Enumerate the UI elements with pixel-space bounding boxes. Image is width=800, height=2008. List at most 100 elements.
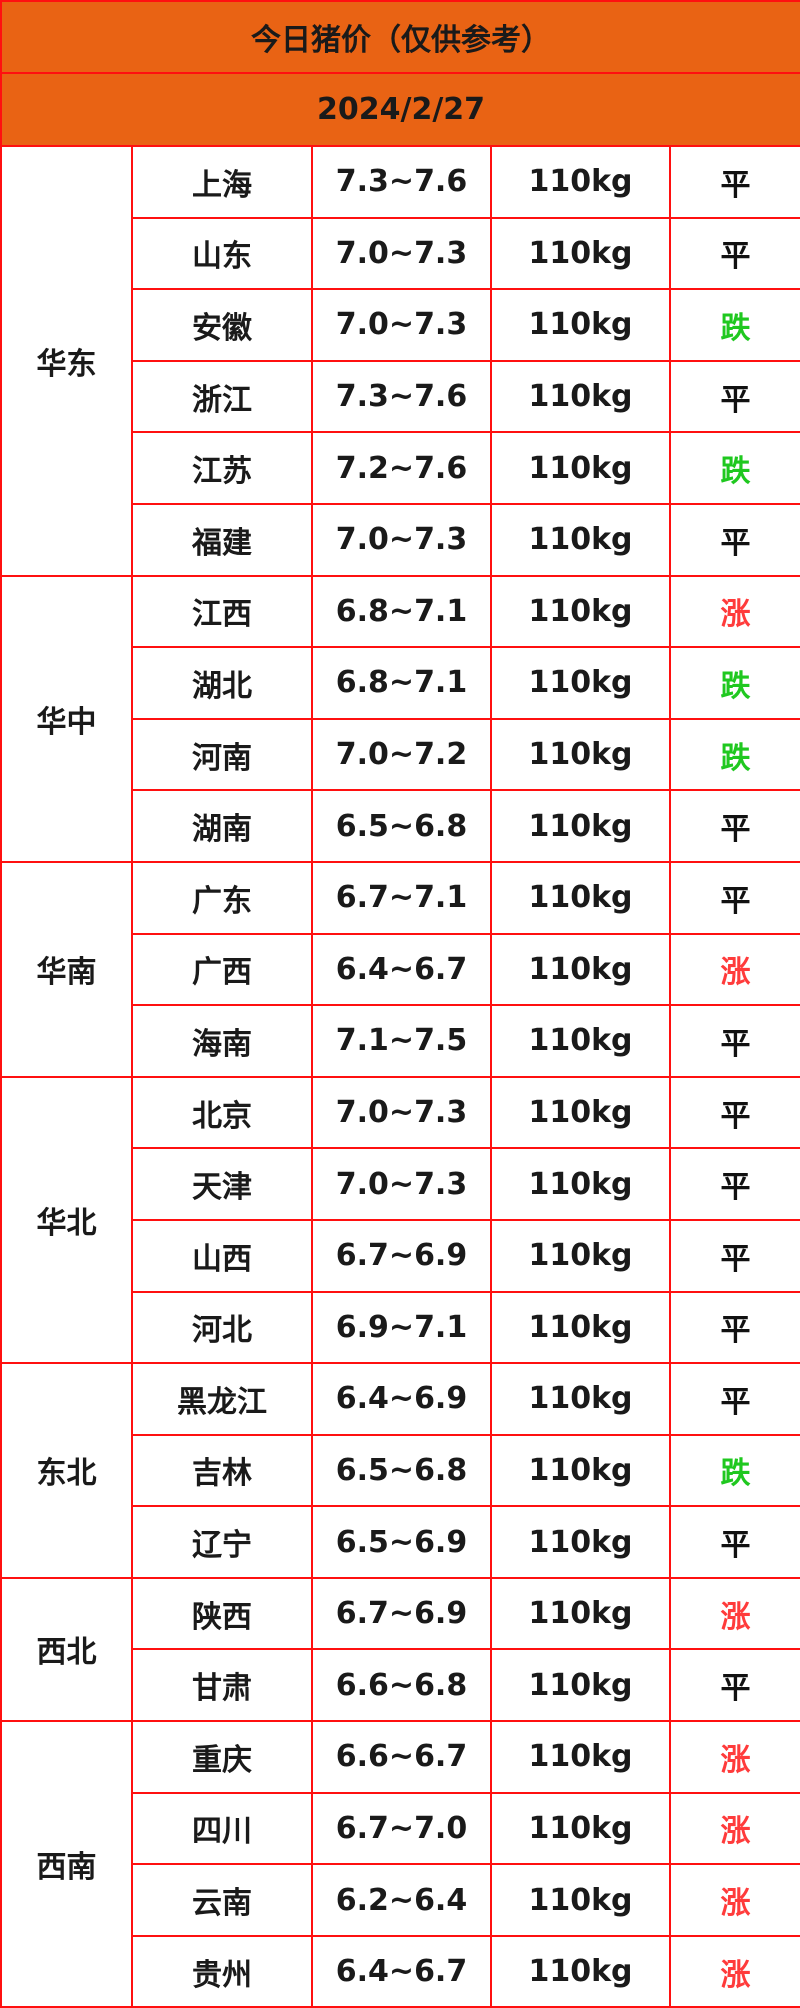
price-cell: 6.2~6.4 bbox=[311, 1863, 492, 1937]
trend-cell: 涨 bbox=[668, 1863, 800, 1937]
weight-cell: 110kg bbox=[490, 1863, 671, 1937]
trend-cell: 跌 bbox=[668, 1433, 800, 1508]
province-cell: 重庆 bbox=[131, 1720, 313, 1794]
weight-cell: 110kg bbox=[490, 359, 671, 434]
trend-cell: 涨 bbox=[668, 1791, 800, 1866]
province-cell: 广东 bbox=[131, 860, 313, 935]
weight-cell: 110kg bbox=[490, 216, 671, 291]
table-row: 华南 广东 6.7~7.1 110kg 平 bbox=[0, 860, 800, 1078]
price-cell: 6.5~6.9 bbox=[311, 1505, 492, 1579]
province-cell: 湖北 bbox=[131, 646, 313, 720]
province-cell: 福建 bbox=[131, 502, 313, 577]
price-cell: 6.9~7.1 bbox=[311, 1290, 492, 1365]
table-date: 2024/2/27 bbox=[0, 72, 800, 147]
province-cell: 贵州 bbox=[131, 1934, 313, 2008]
price-cell: 7.3~7.6 bbox=[311, 145, 492, 219]
province-cell: 山西 bbox=[131, 1218, 313, 1293]
weight-cell: 110kg bbox=[490, 1791, 671, 1866]
price-cell: 6.7~7.0 bbox=[311, 1791, 492, 1866]
province-cell: 江苏 bbox=[131, 431, 313, 505]
trend-cell: 平 bbox=[668, 216, 800, 291]
trend-cell: 涨 bbox=[668, 1576, 800, 1651]
weight-cell: 110kg bbox=[490, 1362, 671, 1436]
weight-cell: 110kg bbox=[490, 574, 671, 649]
table-row: 福建 7.0~7.3 110kg 平 bbox=[1, 502, 800, 577]
province-cell: 天津 bbox=[131, 1147, 313, 1221]
weight-cell: 110kg bbox=[490, 1934, 671, 2008]
province-cell: 云南 bbox=[131, 1863, 313, 1937]
table-row: 河南 7.0~7.2 110kg 跌 bbox=[1, 717, 800, 792]
table-row: 天津 7.0~7.3 110kg 平 bbox=[1, 1147, 800, 1221]
weight-cell: 110kg bbox=[490, 646, 671, 720]
weight-cell: 110kg bbox=[490, 1720, 671, 1794]
trend-cell: 跌 bbox=[668, 288, 800, 362]
region-cell: 华北 bbox=[0, 1075, 133, 1365]
province-cell: 浙江 bbox=[131, 359, 313, 434]
price-cell: 7.0~7.3 bbox=[311, 502, 492, 577]
trend-cell: 平 bbox=[668, 1290, 800, 1365]
region-cell: 华东 bbox=[0, 145, 133, 577]
table-row: 东北 黑龙江 6.4~6.9 110kg 平 bbox=[0, 1362, 800, 1579]
price-cell: 6.7~6.9 bbox=[311, 1218, 492, 1293]
province-cell: 海南 bbox=[131, 1004, 313, 1078]
price-cell: 6.8~7.1 bbox=[311, 646, 492, 720]
province-cell: 甘肃 bbox=[131, 1648, 313, 1723]
date-row: 2024/2/27 bbox=[0, 72, 800, 147]
province-cell: 安徽 bbox=[131, 288, 313, 362]
weight-cell: 110kg bbox=[490, 145, 671, 219]
trend-cell: 涨 bbox=[668, 1720, 800, 1794]
price-cell: 7.0~7.2 bbox=[311, 717, 492, 792]
table-row: 华北 北京 7.0~7.3 110kg 平 bbox=[0, 1075, 800, 1365]
trend-cell: 平 bbox=[668, 789, 800, 863]
table-row: 安徽 7.0~7.3 110kg 跌 bbox=[1, 288, 800, 362]
table-title: 今日猪价（仅供参考） bbox=[0, 0, 800, 74]
region-cell: 华中 bbox=[0, 574, 133, 863]
trend-cell: 涨 bbox=[668, 932, 800, 1007]
province-cell: 北京 bbox=[131, 1075, 313, 1150]
weight-cell: 110kg bbox=[490, 502, 671, 577]
province-cell: 黑龙江 bbox=[131, 1362, 313, 1436]
trend-cell: 平 bbox=[668, 1147, 800, 1221]
weight-cell: 110kg bbox=[490, 860, 671, 935]
province-cell: 吉林 bbox=[131, 1433, 313, 1508]
table-row: 海南 7.1~7.5 110kg 平 bbox=[1, 1004, 800, 1078]
province-cell: 陕西 bbox=[131, 1576, 313, 1651]
weight-cell: 110kg bbox=[490, 1505, 671, 1579]
table-row: 山西 6.7~6.9 110kg 平 bbox=[1, 1218, 800, 1293]
table-row: 广西 6.4~6.7 110kg 涨 bbox=[1, 932, 800, 1007]
table-row: 山东 7.0~7.3 110kg 平 bbox=[1, 216, 800, 291]
trend-cell: 平 bbox=[668, 1648, 800, 1723]
province-cell: 上海 bbox=[131, 145, 313, 219]
province-cell: 四川 bbox=[131, 1791, 313, 1866]
province-cell: 广西 bbox=[131, 932, 313, 1007]
price-cell: 7.0~7.3 bbox=[311, 1147, 492, 1221]
price-cell: 7.1~7.5 bbox=[311, 1004, 492, 1078]
province-cell: 辽宁 bbox=[131, 1505, 313, 1579]
table-row: 华中 江西 6.8~7.1 110kg 涨 bbox=[0, 574, 800, 863]
trend-cell: 平 bbox=[668, 359, 800, 434]
trend-cell: 平 bbox=[668, 1218, 800, 1293]
table-row: 西北 陕西 6.7~6.9 110kg 涨 bbox=[0, 1576, 800, 1723]
region-cell: 西南 bbox=[0, 1720, 133, 2008]
weight-cell: 110kg bbox=[490, 288, 671, 362]
province-cell: 山东 bbox=[131, 216, 313, 291]
table-row: 江苏 7.2~7.6 110kg 跌 bbox=[1, 431, 800, 505]
table-row: 甘肃 6.6~6.8 110kg 平 bbox=[1, 1648, 800, 1723]
trend-cell: 跌 bbox=[668, 646, 800, 720]
table-row: 湖南 6.5~6.8 110kg 平 bbox=[1, 789, 800, 863]
price-cell: 6.5~6.8 bbox=[311, 789, 492, 863]
price-cell: 7.0~7.3 bbox=[311, 216, 492, 291]
weight-cell: 110kg bbox=[490, 1004, 671, 1078]
price-cell: 6.4~6.9 bbox=[311, 1362, 492, 1436]
table-row: 辽宁 6.5~6.9 110kg 平 bbox=[1, 1505, 800, 1579]
price-cell: 7.0~7.3 bbox=[311, 288, 492, 362]
table-row: 河北 6.9~7.1 110kg 平 bbox=[1, 1290, 800, 1365]
weight-cell: 110kg bbox=[490, 932, 671, 1007]
trend-cell: 跌 bbox=[668, 717, 800, 792]
price-cell: 6.4~6.7 bbox=[311, 932, 492, 1007]
title-row: 今日猪价（仅供参考） bbox=[0, 0, 800, 74]
weight-cell: 110kg bbox=[490, 717, 671, 792]
table-row: 浙江 7.3~7.6 110kg 平 bbox=[1, 359, 800, 434]
table-row: 西南 重庆 6.6~6.7 110kg 涨 bbox=[0, 1720, 800, 2008]
weight-cell: 110kg bbox=[490, 1433, 671, 1508]
